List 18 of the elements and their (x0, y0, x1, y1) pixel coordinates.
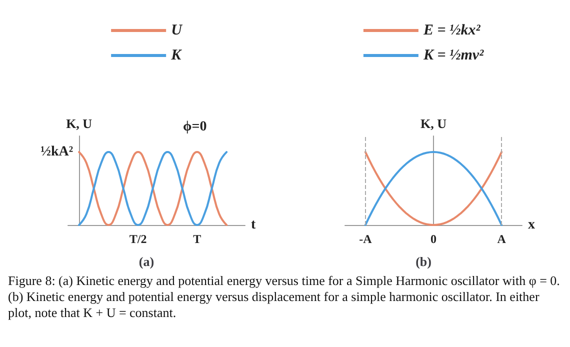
y-axis-title: K, U (420, 116, 448, 131)
text: ½kA² (40, 144, 74, 160)
legend-label: K = ½mv² (422, 48, 484, 64)
x-tick-label: T (193, 232, 202, 246)
x-tick-label: A (497, 232, 506, 246)
y-axis-title: K, U (66, 116, 93, 131)
text: ϕ=0 (183, 120, 207, 134)
x-tick-label: 0 (430, 232, 436, 246)
caption: Figure 8: (a) Kinetic energy and potential energy versus time for a Simple Harmonic oscillator with φ = 0. (b) Kinetic energy and potential energy versus displacement for a simple harmonic oscillator. In either plot, note that K + U = constant. (8, 273, 561, 321)
legend-label: K (170, 48, 182, 64)
text: (b) (416, 254, 432, 269)
x-tick-label: -A (359, 232, 372, 246)
legend-label: U (171, 22, 184, 38)
text: (a) (138, 254, 154, 269)
x-axis-title: x (528, 218, 535, 232)
legend-label: E = ½kx² (422, 22, 481, 38)
x-axis-title: t (251, 218, 256, 232)
x-tick-label: T/2 (129, 232, 147, 246)
